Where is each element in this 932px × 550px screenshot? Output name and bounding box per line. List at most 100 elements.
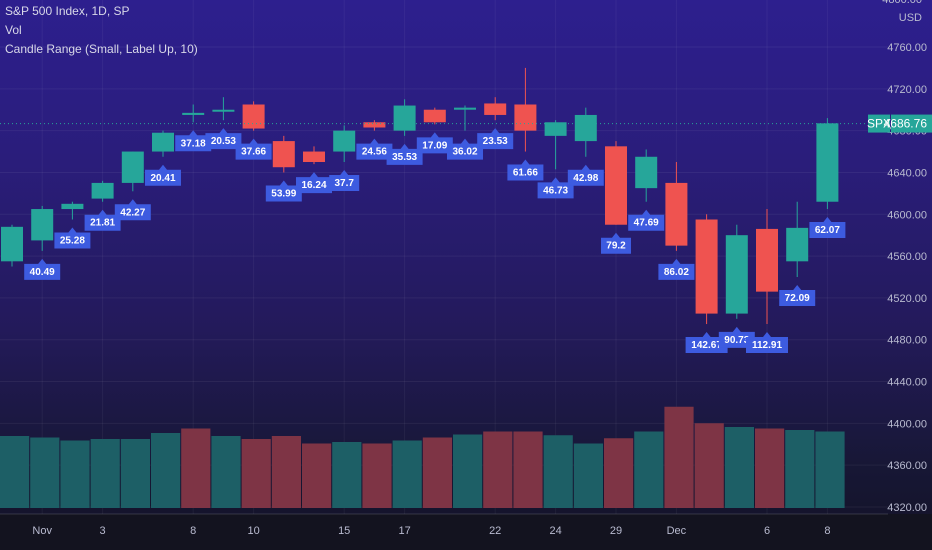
volume-bar[interactable] bbox=[513, 431, 543, 509]
price-tick-label: 4360.00 bbox=[887, 460, 927, 472]
volume-bar[interactable] bbox=[785, 430, 815, 508]
candle-body[interactable] bbox=[635, 156, 658, 189]
price-tick-label: 4400.00 bbox=[887, 418, 927, 430]
candle-body[interactable] bbox=[242, 104, 265, 129]
time-tick-label: 24 bbox=[549, 525, 561, 537]
grid bbox=[0, 0, 888, 514]
candle-body[interactable] bbox=[212, 109, 235, 112]
price-series: 40.49 25.28 21.81 42.27 20.41 37.18 20.53 37.66… bbox=[1, 67, 846, 354]
volume-bar[interactable] bbox=[60, 440, 90, 509]
legend-indicator[interactable]: Candle Range (Small, Label Up, 10) bbox=[5, 42, 198, 56]
legend-symbol[interactable]: S&P 500 Index, 1D, SP bbox=[5, 4, 130, 18]
range-label-text: 35.53 bbox=[392, 152, 417, 163]
range-label: 86.02 bbox=[658, 258, 695, 280]
volume-bar[interactable] bbox=[664, 406, 694, 508]
candle-body[interactable] bbox=[363, 122, 386, 128]
price-tick-label: 4320.00 bbox=[887, 502, 927, 514]
candle-body[interactable] bbox=[272, 141, 295, 168]
volume-bar[interactable] bbox=[634, 431, 664, 509]
candle-body[interactable] bbox=[121, 151, 144, 183]
volume-bar[interactable] bbox=[302, 443, 332, 509]
range-label-bg bbox=[356, 138, 393, 160]
candle-body[interactable] bbox=[665, 182, 688, 246]
time-axis-bg bbox=[0, 514, 888, 550]
candle-body[interactable] bbox=[786, 227, 809, 262]
chart-legend: S&P 500 Index, 1D, SP Vol Candle Range (… bbox=[5, 2, 198, 59]
volume-bar[interactable] bbox=[694, 423, 724, 508]
candle-body[interactable] bbox=[1, 226, 23, 262]
range-label-bg bbox=[809, 217, 846, 239]
range-label-bg bbox=[235, 138, 272, 160]
volume-bar[interactable] bbox=[151, 433, 181, 508]
candle-body[interactable] bbox=[514, 104, 537, 131]
symbol-tag[interactable]: SPX bbox=[867, 114, 891, 133]
candle-body[interactable] bbox=[31, 209, 54, 241]
candle-body[interactable] bbox=[454, 107, 476, 110]
time-axis[interactable]: Nov 3 8 10 15 17 22 24 29 Dec 6 8 bbox=[0, 513, 888, 550]
volume-bar[interactable] bbox=[241, 439, 271, 508]
volume-bar[interactable] bbox=[211, 436, 241, 508]
range-label-bg bbox=[779, 285, 816, 306]
range-label-text: 47.69 bbox=[634, 218, 659, 229]
candle-body[interactable] bbox=[816, 123, 839, 202]
volume-bar[interactable] bbox=[30, 437, 60, 509]
range-label: 46.73 bbox=[537, 177, 574, 199]
volume-bar[interactable] bbox=[543, 435, 573, 508]
volume-bar[interactable] bbox=[120, 439, 150, 508]
legend-volume[interactable]: Vol bbox=[5, 23, 22, 37]
candle-body[interactable] bbox=[333, 130, 356, 152]
candle-body[interactable] bbox=[756, 228, 778, 292]
range-label: 42.27 bbox=[114, 199, 151, 221]
volume-bar[interactable] bbox=[422, 437, 452, 509]
candle-body[interactable] bbox=[725, 235, 748, 314]
volume-bar[interactable] bbox=[392, 440, 422, 509]
range-label-bg bbox=[114, 199, 151, 221]
range-label-text: 23.53 bbox=[483, 136, 508, 147]
volume-bar[interactable] bbox=[181, 428, 211, 509]
range-label-bg bbox=[601, 232, 631, 254]
volume-bar[interactable] bbox=[271, 436, 301, 508]
range-label: 35.53 bbox=[386, 143, 423, 165]
volume-bar[interactable] bbox=[362, 443, 392, 509]
volume-bar[interactable] bbox=[332, 442, 362, 508]
last-price-tag[interactable]: 4686.76 bbox=[884, 114, 932, 133]
candle-body[interactable] bbox=[182, 112, 205, 115]
range-label-text: 61.66 bbox=[513, 168, 538, 179]
candle-body[interactable] bbox=[695, 219, 718, 314]
range-label-text: 40.49 bbox=[30, 267, 55, 278]
candle-body[interactable] bbox=[574, 114, 597, 142]
range-label: 37.7 bbox=[329, 170, 360, 191]
price-axis[interactable]: 4760.004720.004680.004640.004600.004560.… bbox=[887, 0, 932, 514]
range-label: 24.56 bbox=[356, 138, 393, 160]
volume-bar[interactable] bbox=[815, 431, 845, 509]
candle-body[interactable] bbox=[605, 146, 627, 225]
volume-bar[interactable] bbox=[90, 439, 120, 508]
candle-body[interactable] bbox=[303, 151, 325, 162]
candle-body[interactable] bbox=[484, 103, 507, 115]
volume-bar[interactable] bbox=[453, 434, 483, 509]
candle-body[interactable] bbox=[544, 122, 567, 136]
volume-bar[interactable] bbox=[0, 436, 30, 508]
last-price-tag-text: 4686.76 bbox=[884, 117, 928, 131]
volume-bar[interactable] bbox=[573, 443, 603, 509]
volume-bar[interactable] bbox=[724, 427, 754, 508]
volume-bar[interactable] bbox=[483, 431, 513, 509]
price-axis-currency: USD bbox=[898, 12, 922, 24]
range-label-bg bbox=[24, 258, 61, 280]
volume-bar[interactable] bbox=[755, 428, 785, 509]
symbol-tag-bg bbox=[868, 114, 890, 133]
volume-series bbox=[0, 406, 845, 509]
time-tick-label: 29 bbox=[610, 525, 622, 537]
symbol-tag-text: SPX bbox=[867, 117, 891, 131]
candle-body[interactable] bbox=[393, 105, 416, 131]
volume-bar[interactable] bbox=[604, 438, 634, 508]
candle-body[interactable] bbox=[61, 203, 84, 210]
range-label: 47.69 bbox=[628, 209, 665, 231]
range-label: 25.28 bbox=[54, 227, 91, 249]
time-tick-label: 8 bbox=[190, 525, 196, 537]
candle-body[interactable] bbox=[91, 182, 114, 199]
range-label: 37.66 bbox=[235, 138, 272, 160]
candle-body[interactable] bbox=[152, 132, 174, 152]
candle-body[interactable] bbox=[423, 109, 446, 123]
